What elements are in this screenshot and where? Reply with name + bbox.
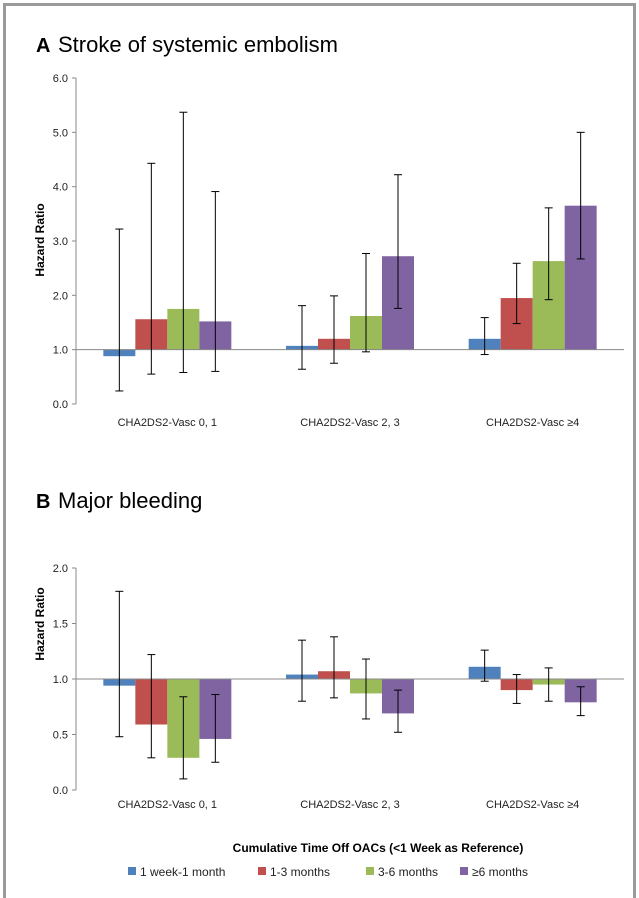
panel-b-y-axis-label: Hazard Ratio — [33, 587, 47, 660]
legend: 1 week-1 month 1-3 months 3-6 months ≥6 mon… — [128, 865, 528, 879]
panel-a-category-label: CHA2DS2-Vasc 0, 1 — [118, 417, 217, 429]
panel-a-y-tick-label: 1.0 — [53, 345, 68, 357]
legend-swatch — [366, 867, 374, 875]
legend-label: 3-6 months — [378, 865, 438, 879]
legend-swatch — [128, 867, 136, 875]
legend-swatch — [460, 867, 468, 875]
panel-b-plot: 0.0 0.5 1.0 1.5 2.0 CHA2DS2-Vasc 0, 1 CHA2DS2-… — [53, 563, 624, 811]
panel-a-category-label: CHA2DS2-Vasc 2, 3 — [300, 417, 399, 429]
panel-a-y-tick-label: 6.0 — [53, 73, 68, 85]
panel-a-y-tick-label: 0.0 — [53, 399, 68, 411]
legend-label: 1-3 months — [270, 865, 330, 879]
panel-a-plot: 0.0 1.0 2.0 3.0 4.0 5.0 6.0 CHA2DS2-Vasc 0, 1 CH… — [53, 73, 624, 429]
panel-a-y-tick-label: 5.0 — [53, 127, 68, 139]
panel-b-y-tick-label: 1.5 — [53, 619, 68, 631]
legend-label: 1 week-1 month — [140, 865, 225, 879]
panel-a-y-tick-label: 4.0 — [53, 182, 68, 194]
panel-a-title: Stroke of systemic embolism — [58, 32, 338, 57]
legend-label: ≥6 months — [472, 865, 528, 879]
panel-a-y-tick-label: 3.0 — [53, 236, 68, 248]
panel-b-category-label: CHA2DS2-Vasc 2, 3 — [300, 799, 399, 811]
panel-b-y-tick-label: 1.0 — [53, 674, 68, 686]
x-axis-title: Cumulative Time Off OACs (<1 Week as Ref… — [233, 841, 524, 855]
panel-b-y-tick-label: 0.0 — [53, 785, 68, 797]
panel-a-letter: A — [36, 35, 50, 57]
figure-frame — [3, 3, 636, 898]
panel-b-title: Major bleeding — [58, 488, 202, 513]
panel-b-y-tick-label: 2.0 — [53, 563, 68, 575]
panel-a-category-label: CHA2DS2-Vasc ≥4 — [486, 417, 579, 429]
panel-b-letter: B — [36, 491, 50, 513]
panel-b-category-label: CHA2DS2-Vasc 0, 1 — [118, 799, 217, 811]
panel-a-y-axis-label: Hazard Ratio — [33, 203, 47, 276]
panel-b-y-tick-label: 0.5 — [53, 730, 68, 742]
panel-a-y-tick-label: 2.0 — [53, 290, 68, 302]
legend-swatch — [258, 867, 266, 875]
panel-b-category-label: CHA2DS2-Vasc ≥4 — [486, 799, 579, 811]
